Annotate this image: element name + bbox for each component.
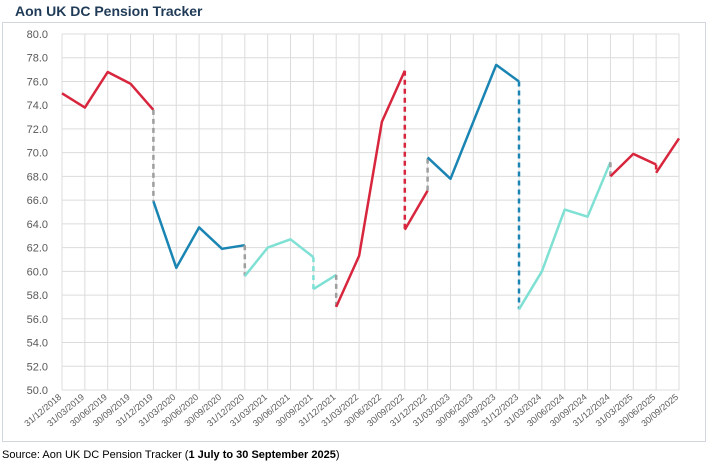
y-tick-label: 74.0 [27, 100, 48, 112]
y-tick-label: 80.0 [27, 29, 48, 41]
y-tick-label: 70.0 [27, 148, 48, 160]
series-line [655, 137, 681, 174]
series-line [403, 189, 429, 231]
y-tick-label: 54.0 [27, 338, 48, 350]
y-tick-label: 72.0 [27, 124, 48, 136]
series-line [243, 238, 315, 277]
series-line [609, 152, 657, 178]
y-axis: 50.0 52.0 54.0 56.0 58.0 60.0 62.0 64.0 66.0 68.0… [27, 29, 48, 397]
x-axis: 31/12/201831/03/201930/06/201930/09/2019… [22, 392, 680, 429]
y-tick-label: 76.0 [27, 76, 48, 88]
chart-title: Aon UK DC Pension Tracker [15, 3, 203, 19]
series-line [61, 70, 155, 111]
source-period: 1 July to 30 September 2025 [188, 449, 336, 461]
series-line [152, 200, 245, 270]
y-tick-label: 56.0 [27, 314, 48, 326]
series-line [312, 273, 337, 291]
series-lines [61, 63, 681, 310]
series-line [517, 161, 612, 310]
gridlines [61, 33, 680, 391]
y-tick-label: 60.0 [27, 266, 48, 278]
y-tick-label: 78.0 [27, 53, 48, 65]
y-tick-label: 66.0 [27, 195, 48, 207]
series-line [335, 70, 406, 308]
y-tick-label: 62.0 [27, 243, 48, 255]
y-tick-label: 52.0 [27, 361, 48, 373]
y-tick-label: 64.0 [27, 219, 48, 231]
y-tick-label: 58.0 [27, 290, 48, 302]
source-suffix: ) [335, 449, 340, 461]
y-tick-label: 50.0 [27, 385, 48, 397]
source-note: Source: Aon UK DC Pension Tracker (1 Jul… [2, 449, 340, 461]
source-prefix: Source: Aon UK DC Pension Tracker ( [2, 449, 189, 461]
chart-frame [2, 22, 706, 442]
series-line [426, 63, 520, 181]
y-tick-label: 68.0 [27, 171, 48, 183]
